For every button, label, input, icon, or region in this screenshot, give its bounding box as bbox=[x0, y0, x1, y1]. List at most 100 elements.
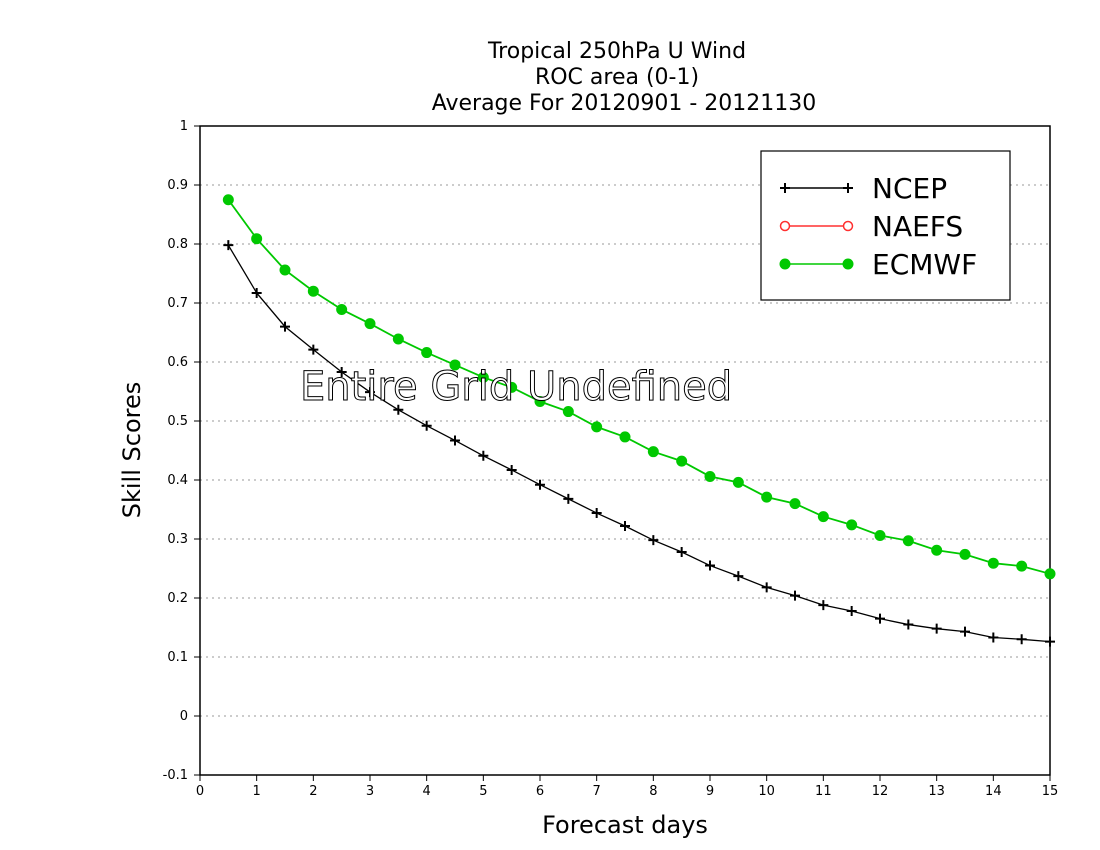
y-tick-label: 0.1 bbox=[167, 650, 188, 665]
chart-title: Tropical 250hPa U Wind ROC area (0-1) Av… bbox=[432, 39, 817, 116]
y-tick-label: 0.3 bbox=[167, 532, 188, 547]
ncep-point bbox=[790, 590, 800, 601]
ncep-point bbox=[931, 623, 942, 634]
ncep-point bbox=[1016, 634, 1027, 645]
ecmwf-point bbox=[307, 285, 319, 297]
ecmwf-point bbox=[874, 529, 886, 541]
ncep-point bbox=[365, 387, 375, 398]
ecmwf-point bbox=[506, 381, 518, 393]
series-ncep bbox=[223, 240, 1055, 647]
legend-label-ncep: NCEP bbox=[872, 172, 947, 205]
ncep-point bbox=[733, 571, 744, 582]
x-tick-label: 6 bbox=[536, 784, 544, 799]
ncep-point bbox=[846, 605, 857, 616]
ecmwf-point bbox=[222, 194, 234, 206]
legend-marker-naefs bbox=[779, 220, 791, 232]
y-tick-label: 0.8 bbox=[167, 237, 188, 252]
ecmwf-point bbox=[987, 557, 999, 569]
ecmwf-point bbox=[562, 406, 574, 418]
y-tick-label: 0.4 bbox=[167, 473, 188, 488]
ncep-point bbox=[223, 240, 234, 251]
x-tick-label: 9 bbox=[706, 784, 714, 799]
y-tick-label: 0.9 bbox=[167, 178, 188, 193]
ecmwf-point bbox=[619, 431, 631, 443]
x-axis-label: Forecast days bbox=[542, 811, 708, 839]
y-tick-label: 0.2 bbox=[167, 591, 188, 606]
ecmwf-point bbox=[931, 544, 943, 556]
ecmwf-point bbox=[902, 535, 914, 547]
ecmwf-point bbox=[1044, 568, 1056, 580]
x-tick-label: 15 bbox=[1042, 784, 1059, 799]
ncep-point bbox=[280, 321, 290, 332]
ncep-point bbox=[535, 479, 545, 490]
x-tick-label: 10 bbox=[758, 784, 775, 799]
legend-label-ecmwf: ECMWF bbox=[872, 248, 977, 281]
y-tick-label: 0.6 bbox=[167, 355, 188, 370]
y-tick-label: 1 bbox=[180, 119, 188, 134]
ncep-point bbox=[988, 632, 999, 643]
ecmwf-point bbox=[449, 359, 461, 371]
legend-label-naefs: NAEFS bbox=[872, 210, 963, 243]
ecmwf-point bbox=[959, 548, 971, 560]
ecmwf-point bbox=[421, 347, 433, 359]
x-tick-label: 0 bbox=[196, 784, 204, 799]
ncep-point bbox=[563, 493, 574, 504]
ecmwf-point bbox=[364, 318, 376, 330]
ncep-point bbox=[620, 521, 630, 532]
series-layer bbox=[222, 194, 1056, 647]
ncep-point bbox=[903, 619, 914, 630]
ncep-point bbox=[960, 626, 970, 637]
ecmwf-point bbox=[591, 421, 603, 433]
y-tick-label: -0.1 bbox=[163, 768, 188, 783]
ecmwf-point bbox=[534, 396, 546, 408]
ecmwf-point bbox=[279, 264, 291, 276]
ecmwf-point bbox=[732, 476, 744, 488]
chart-title-line-1: Tropical 250hPa U Wind bbox=[487, 39, 746, 64]
legend-marker-ecmwf bbox=[842, 258, 854, 270]
ncep-point bbox=[478, 450, 489, 461]
x-tick-label: 2 bbox=[309, 784, 317, 799]
ecmwf-point bbox=[477, 371, 489, 383]
x-tick-label: 3 bbox=[366, 784, 374, 799]
x-tick-label: 8 bbox=[649, 784, 657, 799]
ecmwf-point bbox=[817, 511, 829, 523]
ncep-point bbox=[875, 613, 885, 624]
ncep-point bbox=[421, 420, 432, 431]
ncep-point bbox=[676, 546, 687, 557]
ncep-point bbox=[648, 535, 659, 546]
ncep-point bbox=[1045, 636, 1055, 647]
ncep-point bbox=[308, 344, 319, 355]
chart-title-line-2: ROC area (0-1) bbox=[535, 65, 699, 90]
ncep-point bbox=[251, 287, 262, 298]
x-tick-label: 11 bbox=[815, 784, 832, 799]
ncep-point bbox=[818, 600, 829, 611]
y-axis: -0.1 0 0.1 0.2 0.3 0.4 0.5 0.6 0.7 0.8 0.9 1 bbox=[163, 119, 200, 783]
y-axis-label: Skill Scores bbox=[118, 382, 146, 519]
x-tick-label: 13 bbox=[928, 784, 945, 799]
ecmwf-point bbox=[789, 498, 801, 510]
legend-item-naefs: NAEFS bbox=[779, 210, 963, 243]
series-ecmwf bbox=[222, 194, 1056, 580]
ecmwf-point bbox=[336, 303, 348, 315]
x-tick-label: 1 bbox=[253, 784, 261, 799]
ecmwf-point bbox=[761, 491, 773, 503]
ecmwf-point bbox=[846, 519, 858, 531]
ecmwf-point bbox=[704, 470, 716, 482]
ecmwf-point bbox=[392, 333, 404, 345]
x-axis: 0 1 2 3 4 5 6 7 8 9 10 11 12 13 14 15 bbox=[196, 775, 1058, 799]
ncep-point bbox=[450, 435, 460, 446]
legend-marker-ncep bbox=[780, 183, 790, 193]
legend-marker-naefs bbox=[842, 220, 854, 232]
chart-title-line-3: Average For 20120901 - 20121130 bbox=[432, 91, 817, 116]
legend-marker-ecmwf bbox=[779, 258, 791, 270]
legend-marker-ncep bbox=[843, 183, 853, 193]
ecmwf-point bbox=[676, 455, 688, 467]
ecmwf-point bbox=[1016, 560, 1028, 572]
plot-frame bbox=[199, 125, 1051, 776]
x-tick-label: 4 bbox=[423, 784, 431, 799]
ncep-point bbox=[705, 560, 715, 571]
ncep-point bbox=[761, 582, 772, 593]
y-tick-label: 0.7 bbox=[167, 296, 188, 311]
ncep-point bbox=[591, 508, 602, 519]
